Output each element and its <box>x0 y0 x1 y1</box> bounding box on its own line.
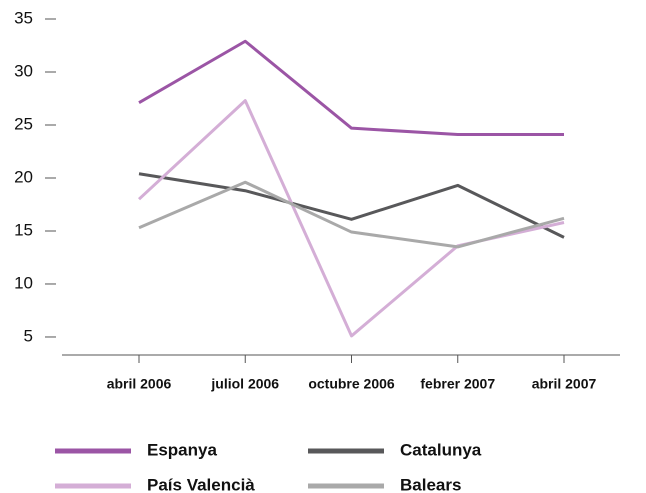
x-tick-label: abril 2007 <box>532 376 597 392</box>
y-tick-label: 30 <box>14 61 33 80</box>
x-tick-label: juliol 2006 <box>210 376 279 392</box>
legend-label: Catalunya <box>400 440 482 459</box>
x-tick-label: abril 2006 <box>107 376 172 392</box>
y-tick-label: 25 <box>14 114 33 133</box>
legend-label: Espanya <box>147 440 217 459</box>
series-line <box>138 180 565 249</box>
y-tick-label: 10 <box>14 273 33 292</box>
y-tick-label: 20 <box>14 167 33 186</box>
x-tick-label: febrer 2007 <box>420 376 495 392</box>
legend-label: Balears <box>400 475 461 493</box>
x-tick-label: octubre 2006 <box>308 376 395 392</box>
y-tick-label: 15 <box>14 220 33 239</box>
y-tick-label: 35 <box>14 8 33 27</box>
series-line <box>138 172 565 239</box>
y-tick-label: 5 <box>24 326 33 345</box>
series-line <box>138 39 564 137</box>
legend-label: País Valencià <box>147 475 255 493</box>
